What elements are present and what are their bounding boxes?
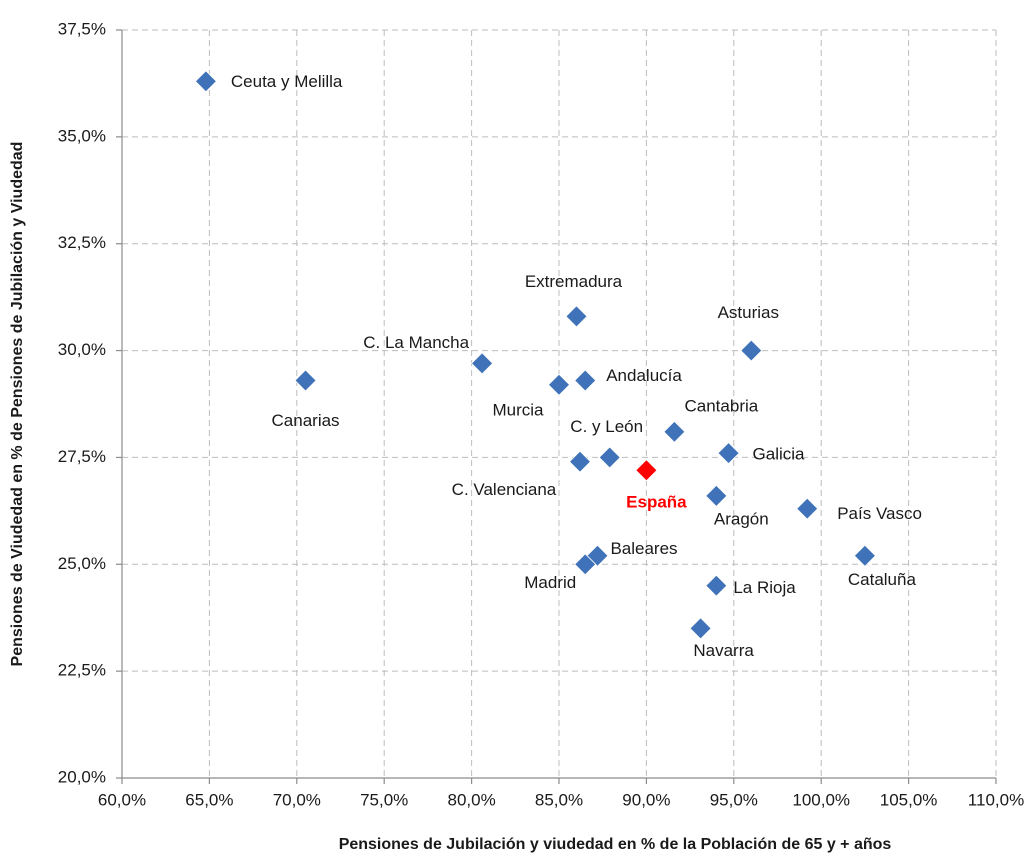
data-point [574,553,597,576]
point-label: España [626,493,687,512]
point-label: Navarra [693,641,754,660]
data-point [471,352,494,375]
y-tick-label: 22,5% [58,661,106,680]
data-point [796,497,819,520]
x-tick-label: 90,0% [622,790,670,809]
data-point [574,369,597,392]
x-tick-label: 75,0% [360,790,408,809]
data-point [565,305,588,328]
point-label: Baleares [610,539,677,558]
data-point [294,369,317,392]
data-point [663,420,686,443]
data-point [705,574,728,597]
point-label: Asturias [718,303,779,322]
point-label: La Rioja [733,578,796,597]
x-tick-label: 100,0% [792,790,850,809]
data-point [635,459,658,482]
data-point [194,70,217,93]
x-tick-label: 60,0% [98,790,146,809]
data-point [598,446,621,469]
grid [121,29,997,779]
y-tick-label: 32,5% [58,233,106,252]
data-point [740,339,763,362]
y-tick-label: 20,0% [58,767,106,786]
point-label: Cataluña [848,570,917,589]
y-tick-label: 30,0% [58,340,106,359]
y-axis-title: Pensiones de Viudedad en % de Pensiones … [9,142,26,667]
data-point [717,442,740,465]
x-tick-label: 70,0% [273,790,321,809]
y-tick-label: 25,0% [58,554,106,573]
point-label: Galicia [753,445,806,464]
point-label: Madrid [524,573,576,592]
point-label: Cantabria [685,396,759,415]
data-point [853,544,876,567]
point-label: C. y León [570,417,643,436]
x-tick-label: 95,0% [710,790,758,809]
point-label: Andalucía [606,366,682,385]
x-axis-title: Pensiones de Jubilación y viudedad en % … [339,836,892,853]
x-tick-label: 80,0% [447,790,495,809]
data-point [547,373,571,396]
x-tick-label: 65,0% [185,790,233,809]
point-label: Extremadura [525,272,623,291]
data-point [689,617,712,640]
point-label: C. Valenciana [452,480,557,499]
y-tick-label: 37,5% [58,19,106,38]
data-point [705,484,728,507]
data-point [568,450,592,473]
y-tick-label: 27,5% [58,447,106,466]
point-label: País Vasco [837,504,922,523]
point-label: Aragón [714,509,769,528]
x-tick-label: 105,0% [880,790,938,809]
point-label: Murcia [492,400,544,419]
point-label: C. La Mancha [363,333,469,352]
point-label: Canarias [272,411,340,430]
x-tick-label: 110,0% [968,790,1024,809]
point-label: Ceuta y Melilla [231,72,343,91]
x-tick-label: 85,0% [535,790,583,809]
y-tick-label: 35,0% [58,126,106,145]
